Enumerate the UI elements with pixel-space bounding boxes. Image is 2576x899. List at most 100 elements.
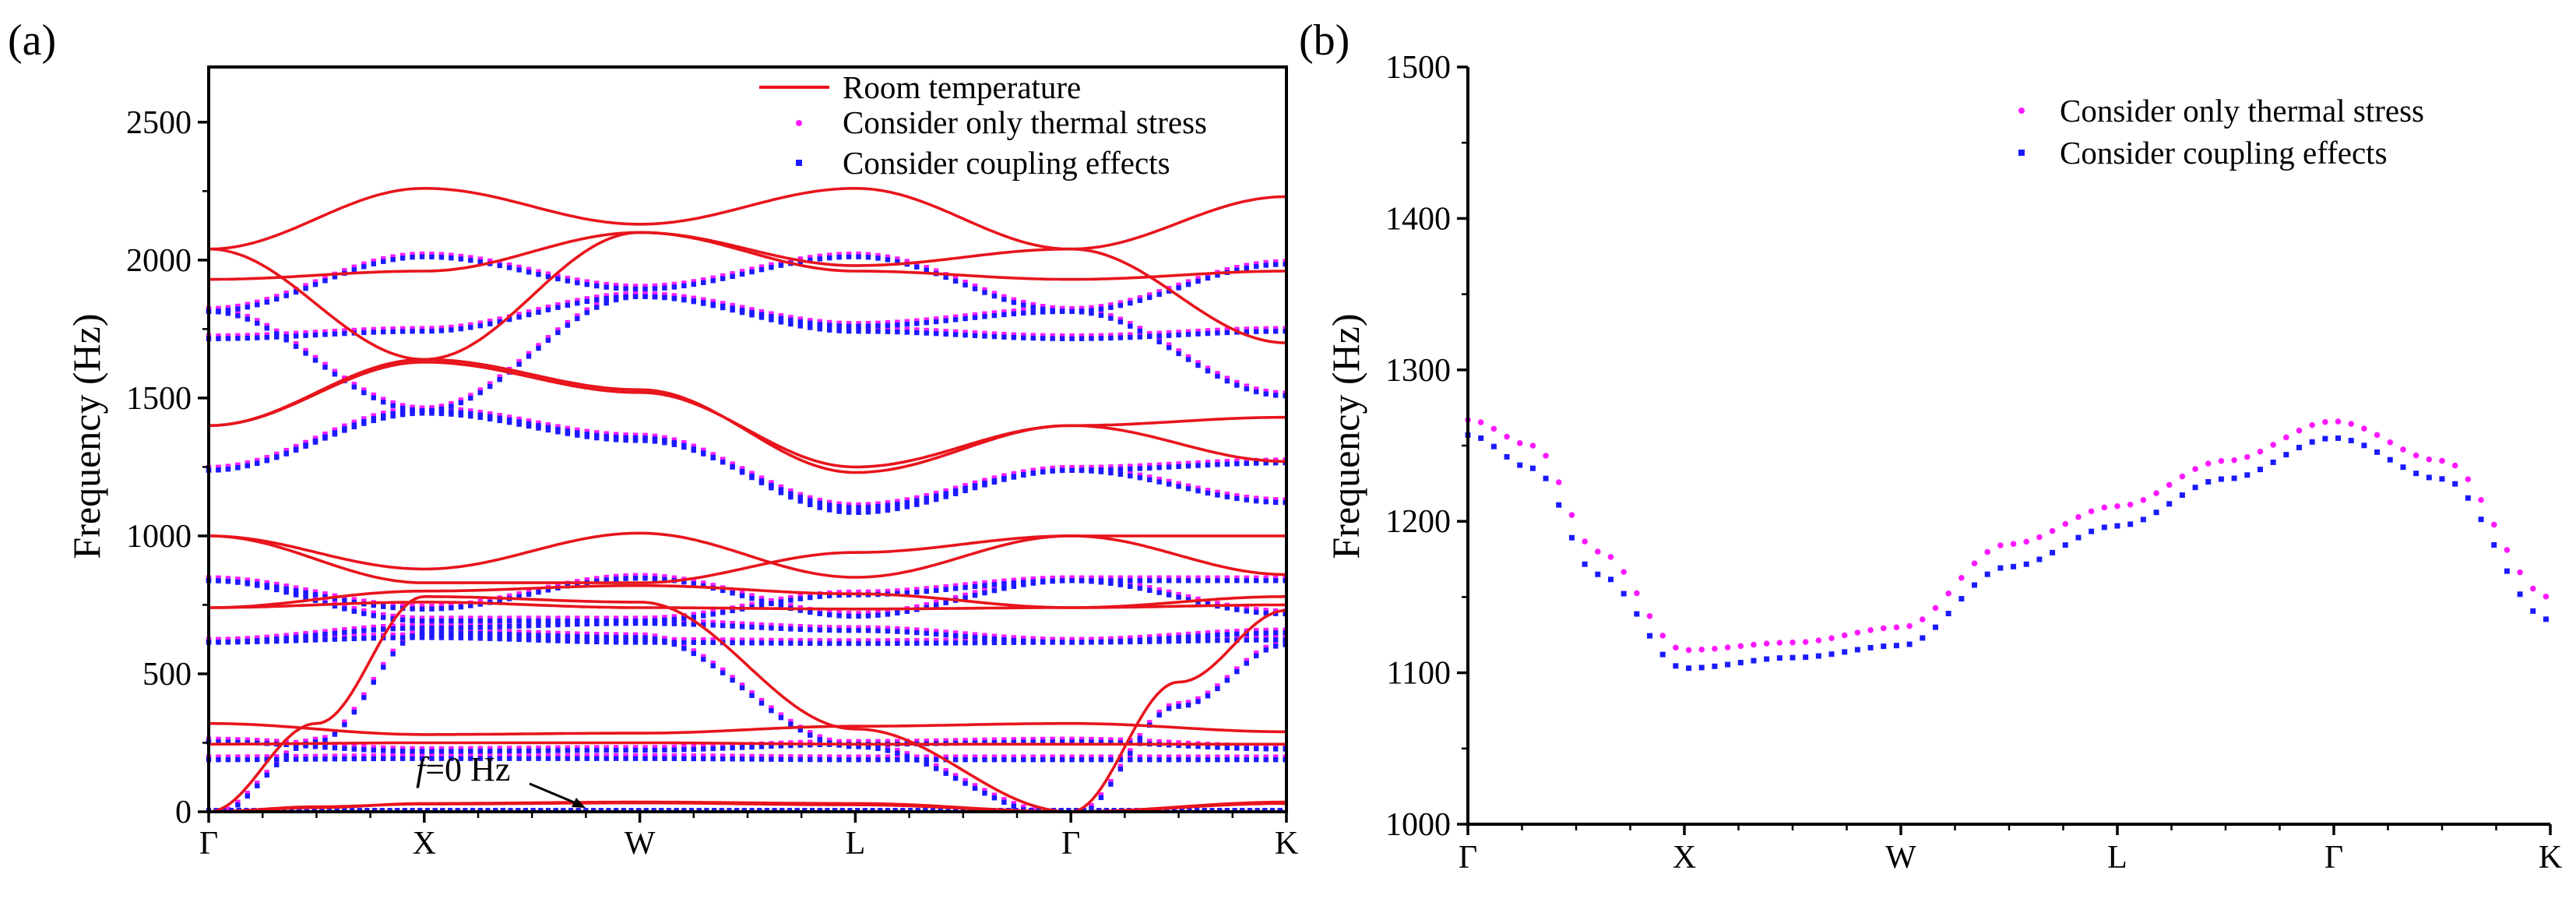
coupling-dot (895, 610, 900, 616)
coupling-dot (1195, 743, 1201, 749)
coupling-dot (817, 326, 822, 332)
thermal-stress-dot (225, 754, 231, 760)
thermal-stress-dot (438, 252, 445, 257)
thermal-stress-dot (924, 602, 929, 608)
thermal-stress-dot (701, 619, 706, 625)
thermal-stress-dot (1185, 354, 1191, 360)
thermal-stress-dot (846, 754, 852, 760)
thermal-stress-dot (613, 753, 619, 759)
thermal-stress-point (2101, 504, 2108, 511)
thermal-stress-dot (438, 753, 445, 759)
thermal-stress-dot (1030, 333, 1036, 338)
thermal-stress-dot (1098, 464, 1104, 470)
thermal-stress-dot (769, 637, 774, 643)
coupling-dot (681, 615, 687, 621)
coupling-dot (264, 326, 269, 331)
coupling-dot (419, 625, 425, 631)
coupling-dot (410, 329, 415, 334)
thermal-stress-dot (594, 615, 600, 621)
coupling-dot (934, 587, 939, 594)
thermal-stress-dot (1128, 754, 1133, 760)
thermal-stress-dot (1185, 575, 1191, 580)
y-tick-label: 2500 (126, 105, 192, 141)
coupling-dot (449, 625, 454, 631)
coupling-dot (1050, 468, 1055, 474)
thermal-stress-dot (943, 754, 948, 760)
thermal-stress-dot (1205, 754, 1211, 760)
coupling-dot (449, 756, 454, 761)
coupling-dot (642, 438, 648, 443)
coupling-dot (846, 328, 852, 334)
thermal-stress-dot (1156, 739, 1162, 745)
coupling-dot (1040, 739, 1046, 745)
thermal-stress-dot (468, 622, 473, 628)
thermal-stress-dot (1030, 754, 1036, 760)
coupling-dot (972, 286, 978, 291)
thermal-stress-dot (895, 319, 900, 325)
coupling-dot (487, 618, 493, 624)
coupling-dot (701, 622, 706, 628)
coupling-dot (710, 640, 716, 646)
coupling-dot (808, 325, 813, 330)
thermal-stress-dot (1166, 478, 1172, 485)
thermal-stress-dot (749, 307, 755, 312)
coupling-dot (982, 480, 987, 486)
thermal-stress-dot (865, 589, 871, 595)
coupling-dot (895, 329, 900, 335)
thermal-stress-dot (797, 316, 804, 322)
coupling-dot (1117, 578, 1124, 583)
thermal-stress-dot (982, 311, 987, 316)
coupling-dot (1128, 639, 1133, 645)
thermal-stress-dot (245, 737, 251, 742)
coupling-dot (817, 611, 822, 616)
coupling-dot (613, 756, 619, 761)
coupling-dot (972, 634, 978, 640)
coupling-dot (895, 629, 900, 634)
thermal-stress-dot (836, 739, 842, 745)
thermal-stress-dot (632, 291, 639, 297)
coupling-dot (904, 504, 910, 509)
thermal-stress-point (2166, 481, 2173, 488)
coupling-dot (885, 507, 891, 513)
thermal-stress-dot (399, 252, 406, 258)
coupling-point (1893, 643, 1899, 649)
coupling-dot (797, 727, 804, 733)
coupling-dot (497, 756, 502, 761)
thermal-stress-dot (1244, 326, 1249, 332)
coupling-dot (1098, 336, 1104, 341)
coupling-dot (312, 592, 318, 598)
thermal-stress-dot (516, 312, 522, 317)
coupling-dot (962, 282, 968, 287)
thermal-stress-dot (914, 495, 920, 501)
thermal-stress-dot (487, 318, 493, 324)
coupling-dot (264, 756, 269, 763)
coupling-dot (506, 420, 512, 425)
coupling-dot (671, 756, 677, 761)
thermal-stress-point (1529, 442, 1536, 449)
coupling-dot (235, 739, 241, 746)
thermal-stress-dot (1195, 276, 1201, 281)
thermal-stress-dot (1244, 383, 1249, 389)
thermal-stress-dot (293, 585, 299, 591)
thermal-stress-dot (255, 738, 260, 743)
coupling-dot (283, 753, 289, 759)
thermal-stress-dot (1244, 605, 1249, 612)
coupling-dot (497, 418, 502, 424)
coupling-dot (817, 500, 822, 506)
coupling-dot (216, 640, 221, 645)
coupling-dot (1166, 592, 1172, 598)
thermal-stress-dot (788, 754, 794, 760)
thermal-stress-dot (322, 275, 328, 280)
coupling-dot (749, 309, 755, 316)
coupling-point (2426, 474, 2432, 481)
thermal-stress-dot (739, 621, 745, 626)
thermal-stress-dot (361, 261, 367, 266)
thermal-stress-dot (303, 587, 308, 593)
thermal-stress-dot (749, 753, 755, 760)
coupling-dot (506, 265, 512, 270)
coupling-dot (1079, 467, 1085, 473)
coupling-dot (477, 636, 483, 641)
thermal-stress-dot (351, 753, 357, 759)
coupling-dot (381, 399, 386, 405)
coupling-dot (1137, 475, 1142, 481)
